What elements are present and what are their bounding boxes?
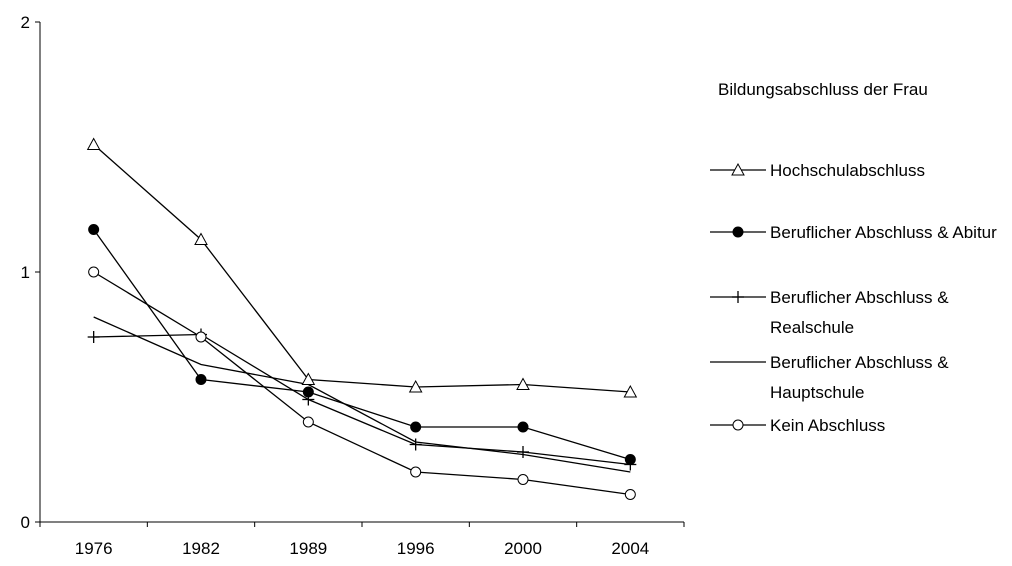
data-point-beruflicher-abschluss-realschule xyxy=(87,331,100,343)
data-point-beruflicher-abschluss-abitur xyxy=(88,224,100,235)
x-tick-label: 2000 xyxy=(504,539,542,558)
series-line-kein-abschluss xyxy=(93,271,631,496)
x-tick-label: 1989 xyxy=(289,539,327,558)
data-point-kein-abschluss xyxy=(302,416,314,428)
x-tick-label: 2004 xyxy=(611,539,649,558)
data-point-hochschulabschluss xyxy=(623,384,638,398)
axes: 0 1 2 1976 1982 1989 1996 2000 2004 xyxy=(21,13,685,558)
series-line-beruflicher-abschluss-abitur xyxy=(93,229,631,461)
y-tick-label: 0 xyxy=(21,513,30,532)
y-tick-label: 2 xyxy=(21,13,30,32)
series-line-beruflicher-abschluss-realschule xyxy=(93,333,631,466)
legend-swatch xyxy=(710,162,766,176)
legend-label: Kein Abschluss xyxy=(770,416,886,435)
legend-marker xyxy=(731,162,745,176)
data-point-beruflicher-abschluss-abitur xyxy=(517,421,529,433)
data-point-hochschulabschluss xyxy=(86,137,101,150)
legend-label: Beruflicher Abschluss & Realschule xyxy=(770,288,949,337)
x-tick-label: 1976 xyxy=(75,539,113,558)
legend-title: Bildungsabschluss der Frau xyxy=(718,80,928,99)
legend-label: Beruflicher Abschluss & Abitur xyxy=(770,223,997,242)
data-point-hochschulabschluss xyxy=(194,232,208,245)
legend-swatch xyxy=(710,226,766,238)
data-point-beruflicher-abschluss-realschule xyxy=(624,458,637,471)
data-point-beruflicher-abschluss-realschule xyxy=(517,446,529,458)
data-point-kein-abschluss xyxy=(624,489,636,500)
data-point-beruflicher-abschluss-realschule xyxy=(302,393,315,406)
series-line-beruflicher-abschluss-hauptschule xyxy=(93,316,631,473)
legend-marker xyxy=(732,291,744,303)
legend-swatch xyxy=(710,361,766,363)
legend-marker xyxy=(732,226,744,238)
data-point-hochschulabschluss xyxy=(516,377,530,390)
data-point-hochschulabschluss xyxy=(301,372,316,385)
legend-label: Hochschulabschluss xyxy=(770,161,925,180)
x-tick-label: 1982 xyxy=(182,539,220,558)
data-point-kein-abschluss xyxy=(410,466,422,478)
series-lines xyxy=(93,144,631,496)
series-line-hochschulabschluss xyxy=(93,144,631,393)
data-point-kein-abschluss xyxy=(517,474,529,485)
data-point-kein-abschluss xyxy=(195,331,207,343)
y-tick-label: 1 xyxy=(21,263,30,282)
legend-marker xyxy=(732,419,744,431)
data-point-kein-abschluss xyxy=(88,266,100,278)
data-point-beruflicher-abschluss-abitur xyxy=(195,374,207,385)
data-point-beruflicher-abschluss-abitur xyxy=(410,421,422,433)
legend-swatch xyxy=(710,291,766,303)
x-tick-label: 1996 xyxy=(397,539,435,558)
series-markers xyxy=(86,137,638,500)
data-point-beruflicher-abschluss-realschule xyxy=(409,438,422,451)
legend-swatch xyxy=(710,419,766,431)
data-point-hochschulabschluss xyxy=(408,379,423,393)
legend-label: Beruflicher Abschluss & Hauptschule xyxy=(770,353,949,402)
